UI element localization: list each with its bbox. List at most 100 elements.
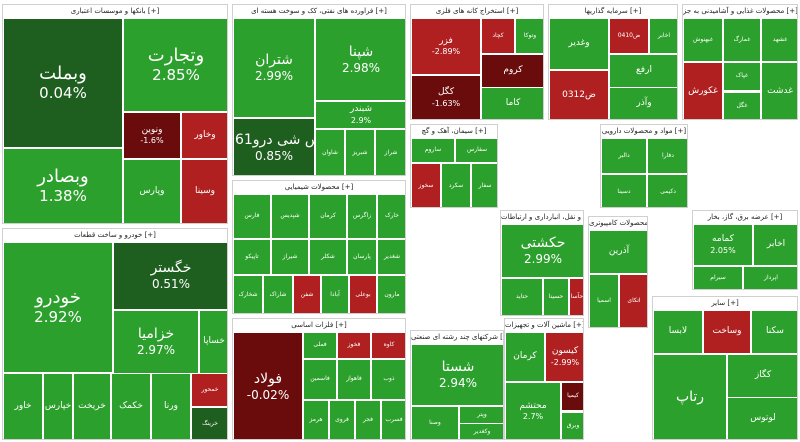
stock-tile[interactable]: کگل -1.63% xyxy=(411,75,481,119)
stock-tile[interactable]: وتجارت 2.85% xyxy=(123,18,227,112)
stock-tile[interactable]: ورنا xyxy=(151,373,191,439)
stock-tile[interactable]: وپتر xyxy=(459,406,503,424)
stock-tile[interactable]: سکنا xyxy=(751,310,797,354)
stock-tile[interactable]: غکورش xyxy=(683,62,723,119)
stock-tile[interactable]: سخوز xyxy=(411,163,441,207)
stock-tile[interactable]: کرمان xyxy=(505,332,545,382)
stock-tile[interactable]: غگل xyxy=(723,92,761,119)
stock-tile[interactable]: لابسا xyxy=(653,310,703,354)
stock-tile[interactable]: وپارس xyxy=(123,159,181,223)
stock-tile[interactable]: بوعلی xyxy=(349,275,377,313)
sector-header[interactable]: فلزات اساسی [+] xyxy=(233,319,405,333)
stock-tile[interactable]: ساروم xyxy=(411,138,455,163)
stock-tile[interactable]: خگستر 0.51% xyxy=(113,242,227,310)
stock-tile[interactable]: لوتوس xyxy=(727,397,797,439)
stock-tile[interactable]: مارون xyxy=(377,275,405,313)
stock-tile[interactable]: رتاپ xyxy=(653,354,727,439)
sector-header[interactable]: شرکتهای چند رشته ای صنعتی [+] xyxy=(411,331,503,345)
stock-tile[interactable]: فاهواز xyxy=(337,359,371,400)
stock-tile[interactable]: فجر xyxy=(355,400,381,439)
stock-tile[interactable]: حتاید xyxy=(501,278,543,315)
stock-tile[interactable]: دفارا xyxy=(647,138,687,174)
stock-tile[interactable]: خساپا xyxy=(199,310,227,374)
sector-header[interactable]: استخراج کانه های فلزی [+] xyxy=(411,5,543,19)
stock-tile[interactable]: غبهنوش xyxy=(683,18,723,62)
stock-tile[interactable]: کیمیا xyxy=(561,382,583,411)
stock-tile[interactable]: شکلر xyxy=(309,239,347,275)
stock-tile[interactable]: ارفع xyxy=(609,54,677,88)
stock-tile[interactable]: دالبر xyxy=(601,138,647,174)
stock-tile[interactable]: وصنا xyxy=(411,406,459,439)
stock-tile[interactable]: پارسان xyxy=(347,239,377,275)
sector-header[interactable]: بانکها و موسسات اعتباری [+] xyxy=(3,5,227,19)
stock-tile[interactable]: شاوان xyxy=(315,129,345,175)
stock-tile[interactable]: اتکای xyxy=(619,274,647,327)
stock-tile[interactable]: سکرد xyxy=(441,163,471,207)
stock-tile[interactable]: غشهد xyxy=(761,18,797,62)
stock-tile[interactable]: سفار xyxy=(471,163,497,207)
stock-tile[interactable]: کاوه xyxy=(371,332,405,359)
stock-tile[interactable]: کیسون -2.99% xyxy=(545,332,583,382)
stock-tile[interactable]: خارک xyxy=(377,194,405,239)
stock-tile[interactable]: شراز xyxy=(375,129,405,175)
stock-tile[interactable]: آذرین xyxy=(589,230,647,274)
stock-tile[interactable]: خودرو 2.92% xyxy=(3,242,113,373)
stock-tile[interactable]: خپارس xyxy=(43,373,73,439)
stock-tile[interactable]: فخوز xyxy=(337,332,371,359)
sector-header[interactable]: محصولات غذایی و آشامیدنی به جز [+] xyxy=(683,5,797,19)
stock-tile[interactable]: شبندر 2.9% xyxy=(315,101,405,129)
stock-tile[interactable]: اخابر xyxy=(753,224,797,266)
stock-tile[interactable]: دکیمی xyxy=(647,174,687,207)
stock-tile[interactable]: 0312ض xyxy=(549,70,609,119)
stock-tile[interactable]: فزر -2.89% xyxy=(411,18,481,75)
stock-tile[interactable]: فاسمین xyxy=(303,359,337,400)
stock-tile[interactable]: وآذر xyxy=(609,87,677,119)
stock-tile[interactable]: وبصادر 1.38% xyxy=(3,148,123,223)
stock-tile[interactable]: خمحور xyxy=(191,373,227,407)
sector-header[interactable]: محصولات کامپیوتری [+] xyxy=(589,217,647,231)
stock-tile[interactable]: هرمز xyxy=(303,400,329,439)
stock-tile[interactable]: خزامیا 2.97% xyxy=(113,310,199,374)
stock-tile[interactable]: اخابر xyxy=(649,18,677,54)
stock-tile[interactable]: کگاز xyxy=(727,354,797,398)
stock-tile[interactable]: وغدیر xyxy=(549,18,609,70)
stock-tile[interactable]: شاراک xyxy=(263,275,293,313)
stock-tile[interactable]: شیراز xyxy=(271,239,309,275)
stock-tile[interactable]: فروی xyxy=(329,400,355,439)
stock-tile[interactable]: خاور xyxy=(3,373,43,439)
stock-tile[interactable]: حسینا xyxy=(543,278,569,315)
stock-tile[interactable]: غمارگ xyxy=(723,18,761,62)
stock-tile[interactable]: شغدیر xyxy=(377,239,405,275)
sector-header[interactable]: محصولات شیمیایی [+] xyxy=(233,181,405,195)
stock-tile[interactable]: خرینگ xyxy=(191,407,227,439)
sector-header[interactable]: حمل و نقل، انبارداری و ارتباطات [+] xyxy=(501,211,583,225)
sector-header[interactable]: ماشین آلات و تجهیزات [+] xyxy=(505,319,583,333)
stock-tile[interactable]: 0410ض xyxy=(609,18,649,54)
sector-header[interactable]: فراورده های نفتی، کک و سوخت هسته ای [+] xyxy=(233,5,405,19)
sector-header[interactable]: سرمایه گذاریها [+] xyxy=(549,5,677,19)
stock-tile[interactable]: سیرام xyxy=(693,266,743,289)
stock-tile[interactable]: شستا 2.94% xyxy=(411,344,503,406)
stock-tile[interactable]: وسینا xyxy=(181,159,227,223)
stock-tile[interactable]: شبریز xyxy=(345,129,375,175)
stock-tile[interactable]: تاپیکو xyxy=(233,239,271,275)
sector-header[interactable]: سیمان، آهک و گچ [+] xyxy=(411,125,497,139)
sector-header[interactable]: عرضه برق، گاز، بخار [+] xyxy=(693,211,797,225)
stock-tile[interactable]: وساخت xyxy=(703,310,751,354)
stock-tile[interactable]: وبملت 0.04% xyxy=(3,18,123,148)
stock-tile[interactable]: آبادا xyxy=(321,275,349,313)
stock-tile[interactable]: شپنا 2.98% xyxy=(315,18,405,101)
stock-tile[interactable]: خکمک xyxy=(111,373,151,439)
stock-tile[interactable]: وتوکا xyxy=(515,18,543,54)
stock-tile[interactable]: کچاد xyxy=(481,18,515,54)
stock-tile[interactable]: فولاد -0.02% xyxy=(233,332,303,439)
stock-tile[interactable]: حکشتی 2.99% xyxy=(501,224,583,278)
stock-tile[interactable]: دسینا xyxy=(601,174,647,207)
stock-tile[interactable]: فملی xyxy=(303,332,337,359)
stock-tile[interactable]: محتشم 2.7% xyxy=(505,382,561,439)
stock-tile[interactable]: غپاک xyxy=(723,62,761,91)
stock-tile[interactable]: حآسا xyxy=(569,278,583,315)
stock-tile[interactable]: شپدیس xyxy=(271,194,309,239)
sector-header[interactable]: خودرو و ساخت قطعات [+] xyxy=(3,229,227,243)
stock-tile[interactable]: غدشت xyxy=(761,62,797,119)
